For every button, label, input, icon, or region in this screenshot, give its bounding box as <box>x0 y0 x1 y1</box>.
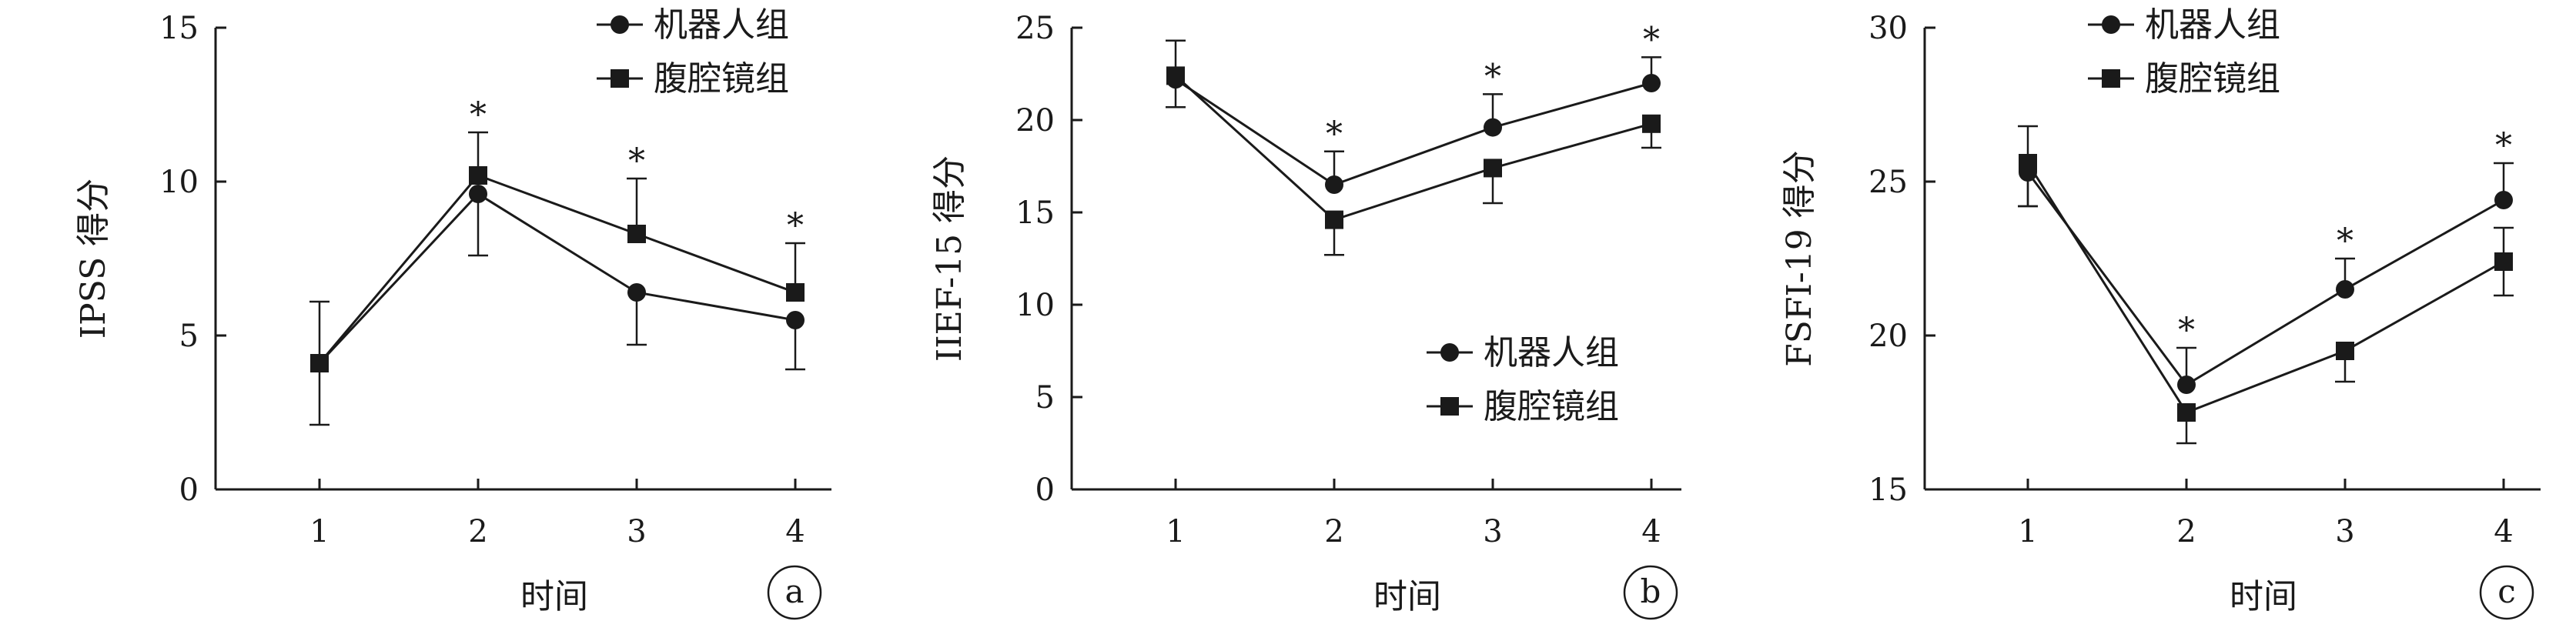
y-tick-label: 15 <box>159 11 199 46</box>
series-line <box>2026 172 2504 386</box>
y-tick-label: 0 <box>179 472 199 508</box>
legend-label: 腹腔镜组 <box>654 59 789 98</box>
data-point-square <box>2336 342 2354 360</box>
legend-label: 腹腔镜组 <box>1484 387 1619 426</box>
significance-star: * <box>628 142 645 181</box>
data-point-square <box>1484 159 1502 178</box>
data-point-circle <box>2177 376 2196 394</box>
data-point-square <box>786 283 805 302</box>
y-tick-label: 10 <box>159 165 199 200</box>
series-robot <box>2018 125 2514 394</box>
legend-label: 机器人组 <box>1484 333 1619 372</box>
significance-star: * <box>2495 126 2512 165</box>
x-tick-label: 1 <box>2018 514 2037 549</box>
x-tick-label: 3 <box>2335 514 2354 549</box>
series-line <box>1175 78 1652 186</box>
y-tick-label: 20 <box>1015 103 1055 139</box>
significance-star: * <box>787 206 804 245</box>
y-axis-label: FSFI-19 得分 <box>1780 150 1819 366</box>
series-line <box>2026 162 2504 414</box>
series-line <box>1174 75 1652 222</box>
x-tick-label: 3 <box>627 514 646 549</box>
panel-letter-circle <box>767 565 822 620</box>
x-tick-label: 4 <box>2494 514 2513 549</box>
series-line <box>318 192 796 365</box>
data-point-square <box>1325 210 1343 229</box>
x-tick-label: 3 <box>1483 514 1502 549</box>
significance-star: * <box>1643 20 1660 59</box>
legend-marker-square <box>611 69 629 88</box>
y-tick-label: 30 <box>1868 11 1908 46</box>
data-point-square <box>469 166 487 185</box>
significance-star: * <box>470 95 487 135</box>
y-tick-label: 25 <box>1015 11 1055 46</box>
data-point-square <box>1642 114 1661 133</box>
series-laparoscope <box>2018 154 2514 445</box>
data-point-square <box>2177 403 2196 422</box>
panel-letter: b <box>1641 573 1661 610</box>
data-point-circle <box>2336 280 2354 299</box>
x-tick-label: 4 <box>1641 514 1661 549</box>
y-tick-label: 15 <box>1868 472 1908 508</box>
panel-letter: a <box>785 573 804 610</box>
y-axis-label: IIEF-15 得分 <box>930 155 969 362</box>
x-tick-label: 2 <box>1324 514 1343 549</box>
data-point-circle <box>1484 118 1502 137</box>
significance-star: * <box>1484 57 1501 96</box>
x-tick-label: 1 <box>309 514 329 549</box>
x-tick-label: 2 <box>2176 514 2196 549</box>
x-tick-label: 2 <box>468 514 487 549</box>
series-robot <box>309 185 805 426</box>
y-tick-label: 10 <box>1015 288 1055 323</box>
y-tick-label: 5 <box>1035 380 1055 416</box>
data-point-circle <box>786 311 805 329</box>
data-point-circle <box>2494 191 2513 209</box>
data-point-circle <box>1325 175 1343 194</box>
y-tick-label: 5 <box>179 319 199 354</box>
legend-marker-circle <box>611 15 629 34</box>
data-point-circle <box>627 283 646 302</box>
y-tick-label: 0 <box>1035 472 1055 508</box>
legend-marker-square <box>2102 69 2120 88</box>
x-tick-label: 4 <box>785 514 805 549</box>
panel-letter-circle <box>2479 565 2534 620</box>
data-point-square <box>310 354 329 372</box>
data-point-circle <box>469 185 487 203</box>
significance-star: * <box>1326 115 1343 154</box>
series-line <box>318 174 796 364</box>
legend-label: 机器人组 <box>2145 5 2280 45</box>
y-tick-label: 25 <box>1868 165 1908 200</box>
data-point-square <box>1166 66 1185 85</box>
legend-label: 机器人组 <box>654 5 789 45</box>
data-point-square <box>2019 154 2037 172</box>
series-laparoscope <box>310 131 805 372</box>
data-point-square <box>2494 252 2513 271</box>
panel-letter: c <box>2497 573 2516 610</box>
series-laparoscope <box>1166 66 1661 256</box>
y-tick-label: 15 <box>1015 195 1055 231</box>
significance-star: * <box>2178 311 2195 350</box>
x-axis-label: 时间 <box>2230 577 2297 616</box>
data-point-square <box>627 225 646 243</box>
x-axis-label: 时间 <box>1373 577 1441 616</box>
legend-marker-circle <box>1440 343 1459 362</box>
y-tick-label: 20 <box>1868 319 1908 354</box>
y-axis-label: IPSS 得分 <box>74 179 113 339</box>
legend-label: 腹腔镜组 <box>2145 59 2280 98</box>
series-robot <box>1166 39 1661 194</box>
data-point-circle <box>1642 74 1661 92</box>
panel-letter-circle <box>1623 565 1678 620</box>
significance-star: * <box>2337 222 2354 261</box>
x-axis-label: 时间 <box>520 577 588 616</box>
legend-marker-circle <box>2102 15 2120 34</box>
x-tick-label: 1 <box>1166 514 1185 549</box>
legend-marker-square <box>1440 397 1459 416</box>
